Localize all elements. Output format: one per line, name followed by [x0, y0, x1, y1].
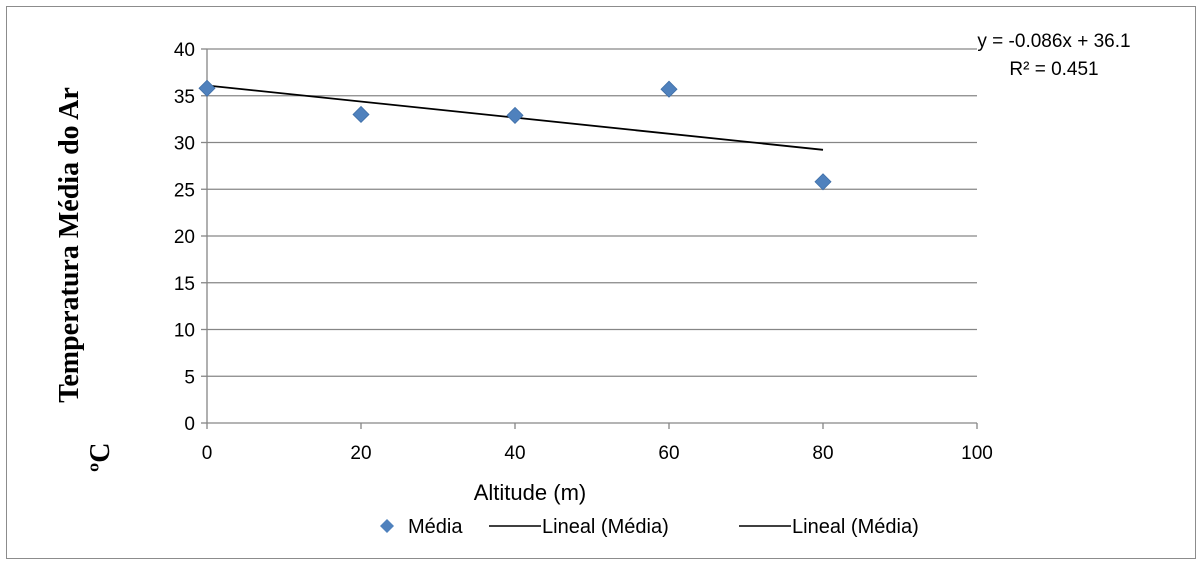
x-tick-label: 60	[658, 443, 679, 464]
y-axis-title-line2: ºC	[85, 443, 116, 472]
x-tick-label: 40	[504, 443, 525, 464]
legend-label: Média	[408, 516, 463, 538]
legend-label: Lineal (Média)	[792, 516, 919, 538]
y-tick-label: 35	[174, 87, 195, 108]
chart-frame: 0 5 10 15 20 25 30 35 40 0 20 40 60 80 100 y = -0.086…	[6, 6, 1196, 559]
x-tick-label: 80	[812, 443, 833, 464]
grid-layer	[207, 48, 977, 377]
data-point	[814, 173, 832, 191]
data-point	[352, 105, 370, 124]
y-tick-label: 10	[174, 321, 195, 342]
y-tick-label: 20	[174, 227, 195, 248]
axis-layer	[201, 48, 978, 429]
data-point	[198, 79, 216, 97]
legend-marker-diamond	[380, 519, 394, 533]
y-tick-label: 25	[174, 180, 195, 201]
x-tick-label: 20	[350, 443, 371, 464]
r-squared-label: R² = 0.451	[1009, 59, 1098, 80]
y-tick-label: 0	[184, 414, 195, 435]
x-tick-labels: 0 20 40 60 80 100	[202, 443, 993, 464]
data-point	[660, 80, 678, 98]
y-tick-label: 40	[174, 40, 195, 61]
y-tick-label: 5	[184, 367, 195, 388]
x-tick-label: 100	[961, 443, 993, 464]
data-point	[506, 106, 524, 124]
y-tick-labels: 0 5 10 15 20 25 30 35 40	[174, 40, 195, 435]
data-points-layer	[198, 79, 832, 191]
legend: Média Lineal (Média) Lineal (Média)	[380, 516, 919, 538]
legend-label: Lineal (Média)	[542, 516, 669, 538]
x-tick-label: 0	[202, 443, 213, 464]
y-axis-title: Temperatura Média do Ar ºC	[54, 87, 116, 472]
equation-label: y = -0.086x + 36.1	[977, 31, 1130, 52]
y-axis-title-line1: Temperatura Média do Ar	[54, 87, 85, 403]
chart-svg: 0 5 10 15 20 25 30 35 40 0 20 40 60 80 100 y = -0.086…	[54, 31, 1131, 538]
x-axis-title: Altitude (m)	[474, 480, 586, 505]
y-tick-label: 15	[174, 274, 195, 295]
y-tick-label: 30	[174, 134, 195, 155]
